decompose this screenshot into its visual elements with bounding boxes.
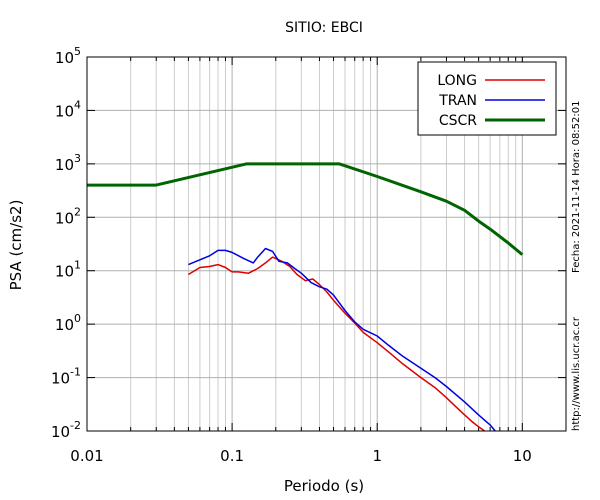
x-axis-label: Periodo (s) (284, 477, 364, 495)
timestamp-label: Fecha: 2021-11-14 Hora: 08:52:01 (571, 100, 582, 274)
chart-title: SITIO: EBCI (285, 20, 363, 36)
y-tick-label: 10-1 (51, 366, 81, 388)
legend-label-cscr: CSCR (439, 113, 477, 129)
x-tick-label: 0.1 (220, 447, 244, 465)
y-tick-label: 10-2 (51, 419, 81, 441)
website-label: http://www.lis.ucr.ac.cr (571, 317, 582, 431)
plot-frame (86, 56, 567, 432)
y-tick-label: 105 (55, 45, 81, 67)
data-series (87, 162, 524, 432)
legend-box (417, 61, 557, 136)
y-tick-label: 104 (55, 98, 81, 120)
x-tick-label: 10 (513, 447, 532, 465)
legend: LONG TRAN CSCR (417, 61, 557, 136)
y-tick-labels: 10-2 10-1 100 101 102 103 104 105 (51, 45, 81, 441)
x-tick-label: 1 (372, 447, 382, 465)
y-axis-label: PSA (cm/s2) (7, 200, 25, 291)
grid-lines (86, 56, 567, 432)
x-tick-labels: 0.01 0.1 1 10 (70, 447, 532, 465)
y-tick-label: 100 (55, 312, 81, 334)
legend-label-tran: TRAN (438, 93, 477, 109)
series-line-tran (188, 247, 496, 432)
y-tick-label: 101 (55, 259, 81, 281)
y-tick-label: 103 (55, 152, 81, 174)
y-tick-label: 102 (55, 205, 81, 227)
x-tick-label: 0.01 (70, 447, 103, 465)
series-line-cscr (87, 162, 524, 256)
series-line-long (188, 256, 486, 432)
legend-label-long: LONG (437, 73, 477, 89)
